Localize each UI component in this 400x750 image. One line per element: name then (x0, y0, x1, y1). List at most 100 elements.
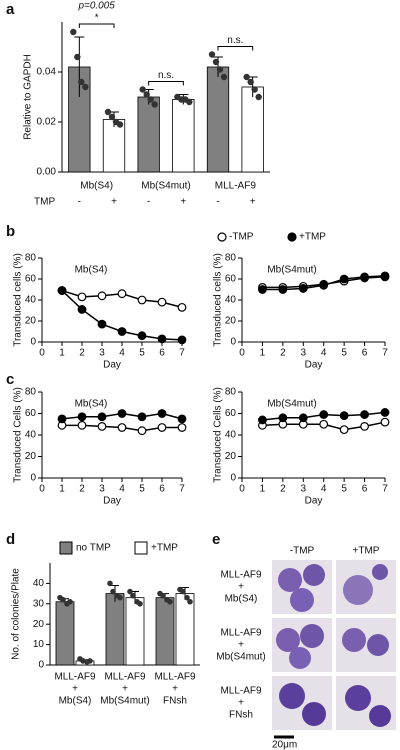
data-point (87, 658, 93, 664)
legend-label: +TMP (299, 232, 326, 243)
x-tick-label: 5 (341, 348, 347, 359)
x-tick-label: 1 (59, 348, 65, 359)
legend-marker (217, 232, 227, 242)
data-point (130, 592, 136, 599)
cell (369, 705, 391, 727)
marker (157, 423, 167, 432)
chart-title: Mb(S4mut) (267, 265, 316, 276)
bar (102, 119, 126, 173)
y-tick-label: 0 (230, 337, 236, 348)
category-label: MLL-AF9 (104, 672, 146, 683)
data-point (67, 598, 73, 605)
category-label: - (78, 197, 81, 208)
y-tick-label: 10 (33, 639, 45, 650)
category-label: + (72, 684, 78, 695)
marker (97, 319, 107, 329)
marker (77, 305, 87, 314)
data-point (82, 83, 89, 91)
marker (77, 292, 87, 302)
data-point (137, 601, 143, 607)
y-tick-label: 0 (230, 473, 236, 484)
y-axis-label: Transduced Cells (%) (213, 387, 224, 483)
data-point (108, 113, 116, 121)
category-label: + (122, 684, 128, 695)
x-tick-label: 0 (39, 348, 45, 359)
bar (105, 593, 125, 666)
chart-title: Mb(S4) (75, 399, 108, 410)
bar (206, 66, 230, 173)
y-axis-label: Relative to GAPDH (23, 54, 34, 140)
y-tick-label: 80 (225, 253, 237, 264)
marker (157, 409, 167, 418)
marker (278, 285, 288, 294)
marker (77, 420, 87, 430)
panel-letter: e (212, 531, 220, 548)
x-tick-label: 3 (99, 484, 105, 495)
data-point (167, 598, 173, 605)
x-tick-label: 0 (239, 348, 245, 359)
legend-label: no TMP (76, 543, 111, 554)
row-label: FNsh (229, 710, 253, 721)
category-label: MLL-AF9 (54, 672, 96, 683)
y-tick-label: 60 (25, 408, 37, 419)
y-axis-label: Transduced cells (%) (13, 253, 24, 347)
category-label: + (250, 197, 256, 208)
marker (117, 409, 127, 418)
x-tick-label: 5 (341, 484, 347, 495)
marker (339, 425, 349, 435)
category-label: - (216, 197, 219, 208)
y-tick-label: 40 (25, 430, 37, 441)
data-point (78, 78, 85, 86)
marker (137, 331, 147, 341)
marker (177, 414, 187, 424)
marker (380, 408, 390, 417)
row-label: MLL-AF9 (220, 628, 262, 639)
x-tick-label: 1 (260, 484, 266, 495)
cell (290, 588, 314, 612)
y-tick-label: 0.00 (37, 167, 57, 178)
scale-bar-label: 20μm (272, 740, 297, 750)
x-axis-label: Day (103, 496, 121, 507)
marker (298, 284, 308, 293)
category-label: Mb(S4) (59, 696, 92, 707)
data-point (160, 592, 166, 599)
x-tick-label: 1 (59, 484, 65, 495)
x-tick-label: 6 (362, 348, 368, 359)
y-tick-label: 20 (25, 451, 37, 462)
row-label: + (238, 640, 244, 651)
marker (117, 423, 127, 432)
group-label: MLL-AF9 (215, 181, 257, 192)
marker (298, 413, 308, 423)
x-tick-label: 7 (382, 348, 388, 359)
y-tick-label: 60 (225, 408, 237, 419)
data-point (184, 594, 190, 601)
marker (137, 412, 147, 422)
error-bar (111, 584, 119, 602)
x-axis-label: Day (305, 496, 323, 507)
marker (360, 422, 369, 431)
y-tick-label: 60 (225, 274, 237, 285)
group-label: Mb(S4) (80, 181, 113, 192)
data-point (110, 588, 116, 595)
chart-title: Mb(S4mut) (267, 399, 316, 410)
marker (97, 422, 107, 431)
marker (177, 335, 187, 345)
data-point (127, 588, 133, 595)
marker (177, 423, 187, 432)
x-axis-label: Day (305, 360, 323, 371)
data-point (212, 58, 220, 66)
x-tick-label: 0 (239, 484, 245, 495)
x-tick-label: 2 (79, 348, 85, 359)
y-tick-label: 0 (30, 337, 36, 348)
marker (380, 271, 390, 281)
y-tick-label: 0 (30, 473, 36, 484)
x-tick-label: 6 (159, 348, 165, 359)
row-label: Mb(S4mut) (216, 652, 265, 663)
marker (360, 410, 369, 419)
x-tick-label: 0 (39, 484, 45, 495)
data-point (143, 91, 150, 98)
x-tick-label: 7 (179, 484, 185, 495)
cell (276, 628, 300, 652)
x-tick-label: 4 (119, 484, 125, 495)
category-label: + (172, 684, 178, 695)
